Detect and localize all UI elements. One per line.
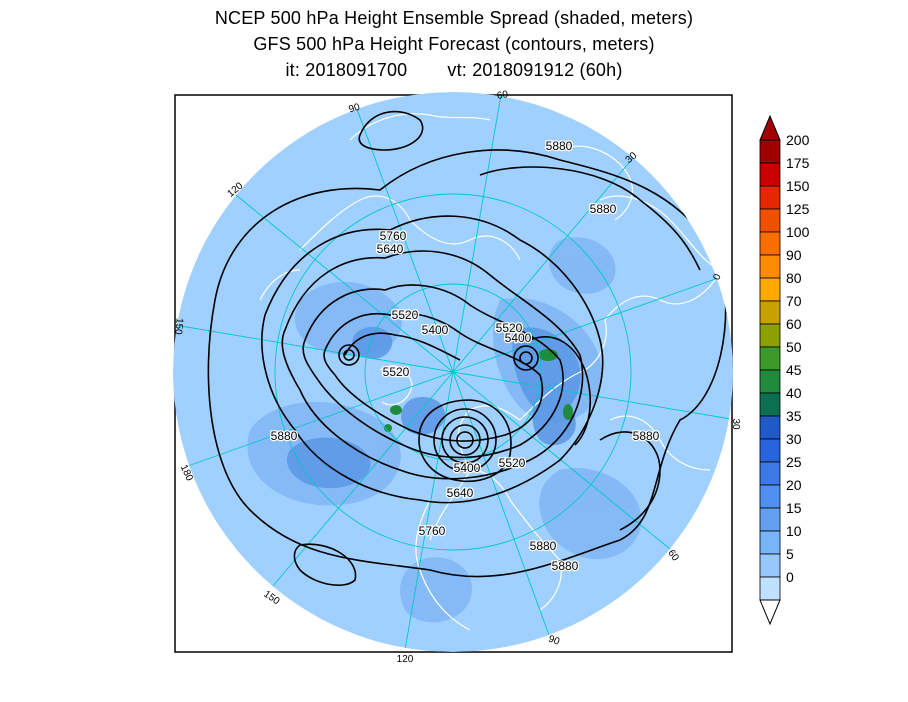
colorbar-swatch bbox=[759, 277, 781, 302]
colorbar-label: 90 bbox=[786, 247, 802, 263]
contour-label: 5880 bbox=[590, 202, 617, 216]
colorbar-label: 125 bbox=[786, 201, 810, 217]
longitude-label: 150 bbox=[172, 317, 184, 335]
colorbar-label: 50 bbox=[786, 339, 802, 355]
colorbar-label: 10 bbox=[786, 523, 802, 539]
contour-label: 5640 bbox=[447, 486, 474, 500]
colorbar-swatch bbox=[759, 576, 781, 601]
colorbar-label: 70 bbox=[786, 293, 802, 309]
coastlines bbox=[259, 113, 721, 631]
contour-label: 5400 bbox=[422, 323, 449, 337]
contour-label: 5880 bbox=[530, 539, 557, 553]
colorbar-swatch bbox=[759, 185, 781, 210]
longitude-label: 120 bbox=[397, 654, 414, 665]
colorbar-swatch bbox=[759, 139, 781, 164]
colorbar-label: 5 bbox=[786, 546, 794, 562]
spread-shading-strong bbox=[286, 326, 581, 489]
colorbar-label: 45 bbox=[786, 362, 802, 378]
contour-label: 5520 bbox=[383, 365, 410, 379]
contour-label: 5760 bbox=[380, 229, 407, 243]
height-contours bbox=[207, 110, 727, 586]
colorbar-label: 175 bbox=[786, 155, 810, 171]
colorbar-swatch bbox=[759, 392, 781, 417]
colorbar-label: 35 bbox=[786, 408, 802, 424]
colorbar-swatch bbox=[759, 300, 781, 325]
colorbar-label: 30 bbox=[786, 431, 802, 447]
spread-shading-green bbox=[384, 349, 573, 432]
colorbar-swatch bbox=[759, 208, 781, 233]
colorbar-label: 200 bbox=[786, 132, 810, 148]
contour-label: 5760 bbox=[419, 524, 446, 538]
colorbar-swatch bbox=[759, 553, 781, 578]
colorbar-swatch bbox=[759, 530, 781, 555]
contour-label: 5880 bbox=[546, 139, 573, 153]
colorbar-swatch bbox=[759, 231, 781, 256]
colorbar-label: 40 bbox=[786, 385, 802, 401]
colorbar-label: 25 bbox=[786, 454, 802, 470]
longitude-label: 0 bbox=[712, 272, 724, 281]
colorbar-swatch bbox=[759, 438, 781, 463]
colorbar-label: 15 bbox=[786, 500, 802, 516]
colorbar-label: 100 bbox=[786, 224, 810, 240]
colorbar-label: 20 bbox=[786, 477, 802, 493]
longitude-label: 90 bbox=[348, 102, 362, 116]
colorbar-label: 150 bbox=[786, 178, 810, 194]
contour-label: 5520 bbox=[496, 321, 523, 335]
colorbar-swatch bbox=[759, 415, 781, 440]
colorbar-swatch bbox=[759, 461, 781, 486]
colorbar-swatch bbox=[759, 254, 781, 279]
title-line-1: NCEP 500 hPa Height Ensemble Spread (sha… bbox=[214, 8, 694, 28]
longitude-label: 90 bbox=[547, 634, 562, 648]
colorbar-top-arrow bbox=[759, 114, 781, 141]
contour-label: 5880 bbox=[633, 429, 660, 443]
title-line-3: it: 2018091700 vt: 2018091912 (60h) bbox=[0, 60, 908, 81]
valid-time: vt: 2018091912 (60h) bbox=[447, 60, 623, 80]
contour-label: 5880 bbox=[271, 429, 298, 443]
colorbar-label: 60 bbox=[786, 316, 802, 332]
graticule bbox=[174, 94, 732, 651]
colorbar-bottom-arrow bbox=[759, 599, 781, 626]
colorbar-swatch bbox=[759, 346, 781, 371]
colorbar-swatch bbox=[759, 162, 781, 187]
colorbar: 2001751501251009080706050454035302520151… bbox=[759, 114, 810, 626]
colorbar-swatch bbox=[759, 369, 781, 394]
colorbar-swatch bbox=[759, 323, 781, 348]
longitude-label: 60 bbox=[496, 89, 509, 102]
colorbar-label: 80 bbox=[786, 270, 802, 286]
contour-label: 5880 bbox=[552, 559, 579, 573]
contour-label: 5520 bbox=[392, 308, 419, 322]
contour-label: 5400 bbox=[454, 461, 481, 475]
colorbar-swatch bbox=[759, 507, 781, 532]
contour-label: 5400 bbox=[505, 331, 532, 345]
longitude-label: 30 bbox=[730, 418, 741, 430]
contour-label: 5520 bbox=[499, 456, 526, 470]
colorbar-label: 0 bbox=[786, 569, 794, 585]
init-time: it: 2018091700 bbox=[285, 60, 408, 80]
hemisphere-disc bbox=[173, 92, 733, 652]
colorbar-swatch bbox=[759, 484, 781, 509]
contour-label: 5640 bbox=[377, 242, 404, 256]
title-line-2: GFS 500 hPa Height Forecast (contours, m… bbox=[253, 34, 655, 54]
